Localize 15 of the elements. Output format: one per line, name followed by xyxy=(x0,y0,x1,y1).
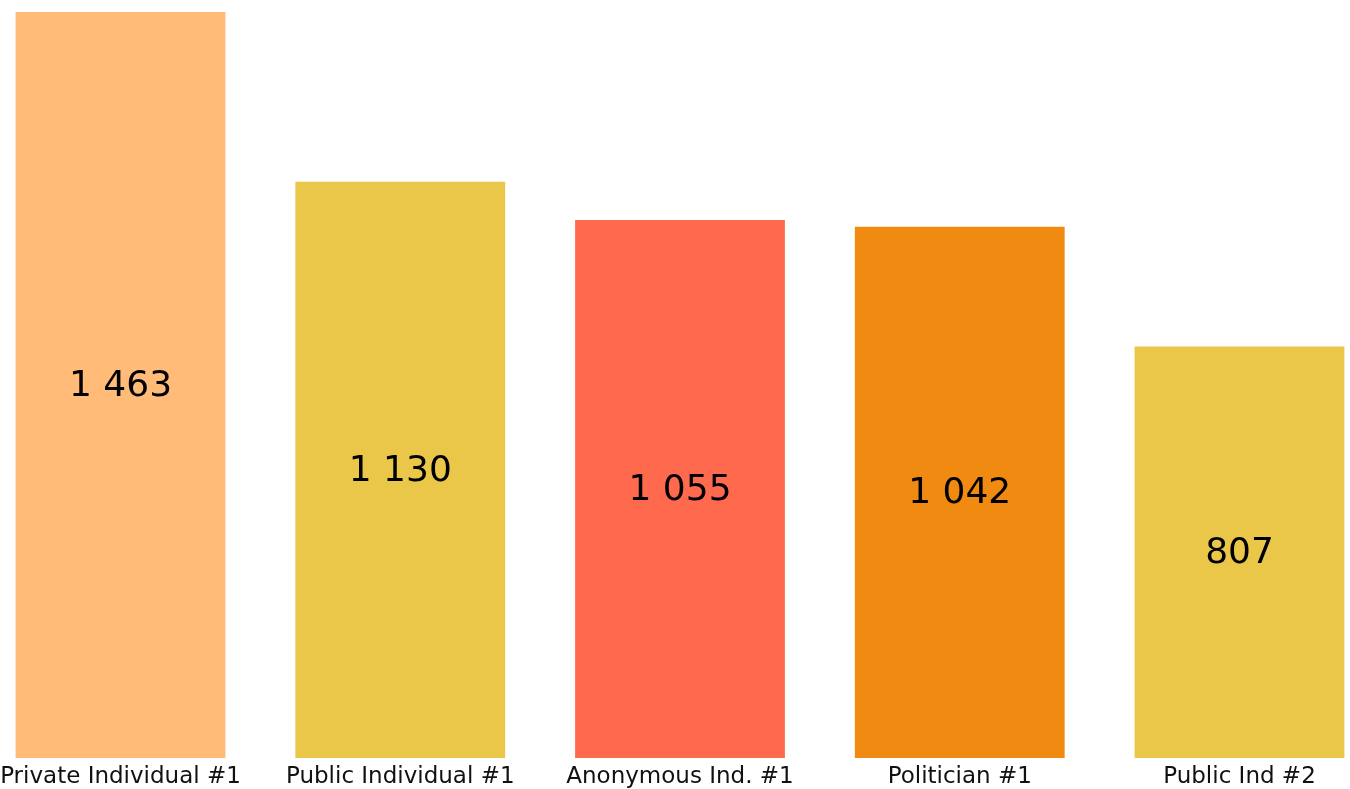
bar xyxy=(295,181,506,758)
bar xyxy=(15,12,226,758)
x-tick-label: Politician #1 xyxy=(887,761,1032,788)
data-label: 1 055 xyxy=(628,467,732,509)
data-label: 807 xyxy=(1205,530,1274,572)
x-tick-label: Anonymous Ind. #1 xyxy=(566,761,794,788)
data-label: 1 463 xyxy=(68,363,173,404)
bar xyxy=(575,220,785,758)
x-tick-label: Public Individual #1 xyxy=(285,761,515,788)
bar xyxy=(1134,346,1345,758)
data-label: 1 130 xyxy=(348,447,452,489)
x-tick-label: Private Individual #1 xyxy=(0,761,241,788)
bar xyxy=(854,226,1065,758)
data-label: 1 042 xyxy=(908,470,1012,512)
x-tick-label: Public Ind #2 xyxy=(1163,761,1316,788)
